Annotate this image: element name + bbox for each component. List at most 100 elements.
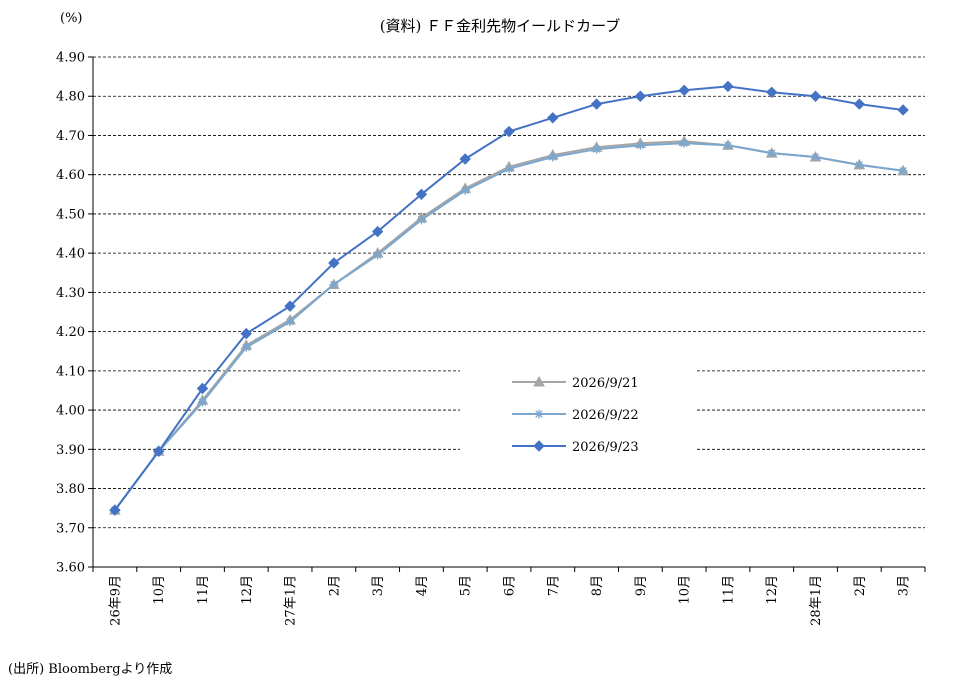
data-point-stroke: [592, 145, 601, 153]
data-point: [196, 382, 209, 395]
data-point-stroke: [242, 343, 250, 352]
data-point-stroke: [373, 251, 382, 259]
data-point: [504, 164, 514, 174]
data-point: [590, 98, 603, 110]
data-point: [373, 250, 383, 260]
data-point-stroke: [461, 186, 469, 195]
data-point: [329, 280, 339, 290]
x-tick-label: 28年1月: [809, 575, 824, 626]
data-point-stroke: [768, 149, 776, 157]
data-point-stroke: [855, 161, 864, 169]
data-point: [284, 300, 296, 312]
data-point-stroke: [899, 167, 907, 175]
y-tick-label: 3.90: [56, 443, 85, 458]
y-tick-label: 4.00: [56, 404, 85, 419]
x-tick-label: 27年1月: [284, 575, 299, 626]
data-point: [592, 144, 602, 154]
data-point: [767, 148, 777, 158]
x-tick-labels: 26年9月 10月 11月 12月 27年1月 2月 3月 4月 5月 6月 7月 8月 9月 10月 11…: [108, 575, 911, 626]
data-point: [328, 257, 340, 269]
x-tick-label: 3月: [897, 575, 912, 596]
x-tick-label: 12月: [765, 575, 780, 605]
data-point: [854, 160, 864, 170]
data-point: [897, 104, 909, 116]
data-point: [811, 152, 821, 162]
data-point: [197, 397, 207, 407]
data-point: [503, 125, 515, 138]
data-point: [533, 375, 545, 387]
x-tick-label: 6月: [503, 575, 518, 596]
data-point: [635, 140, 645, 150]
data-point-stroke: [417, 216, 426, 224]
y-tick-label: 4.90: [56, 51, 85, 66]
x-tick-label: 7月: [546, 575, 561, 596]
x-tick-label: 9月: [634, 575, 649, 596]
x-tick-label: 11月: [721, 575, 736, 605]
chart-title: (資料) ＦＦ金利先物イールドカーブ: [380, 17, 621, 35]
x-tick-label: 8月: [590, 575, 605, 596]
y-tick-label: 4.40: [56, 247, 85, 262]
legend-label: 2026/9/22: [572, 408, 639, 423]
y-tick-label: 3.70: [56, 521, 85, 536]
data-point-stroke: [505, 165, 513, 173]
y-tick-label: 3.60: [56, 561, 85, 576]
legend: 2026/9/21 2026/9/22 2026/9/23: [512, 375, 639, 455]
data-point-stroke: [198, 398, 207, 406]
y-tick-label: 4.20: [56, 325, 85, 340]
y-tick-label: 4.30: [56, 286, 85, 301]
data-point: [371, 225, 384, 238]
x-tick-label: 12月: [240, 575, 255, 605]
data-point: [679, 138, 689, 148]
data-point: [898, 166, 908, 176]
data-point: [548, 152, 558, 162]
x-tick-label: 10月: [152, 575, 167, 605]
data-point-stroke: [549, 153, 557, 161]
x-tick-label: 3月: [371, 575, 386, 596]
x-tick-label: 2月: [327, 575, 342, 596]
data-point-stroke: [680, 139, 688, 148]
data-point: [723, 140, 733, 150]
legend-label: 2026/9/21: [572, 376, 639, 391]
data-point-stroke: [636, 141, 645, 149]
data-point: [241, 342, 251, 352]
series-group: [109, 80, 909, 516]
series-line: [114, 140, 904, 511]
series-line: [114, 85, 904, 511]
data-point: [415, 188, 428, 201]
series-line: [114, 142, 904, 511]
x-tick-label: 26年9月: [108, 575, 123, 626]
data-point: [460, 185, 470, 195]
data-point-stroke: [811, 153, 820, 161]
data-point: [285, 317, 295, 327]
data-point: [109, 504, 121, 516]
data-point: [853, 98, 866, 110]
y-tick-label: 4.60: [56, 168, 85, 183]
source-note: (出所) Bloombergより作成: [8, 662, 173, 677]
y-tick-label: 4.10: [56, 364, 85, 379]
y-tick-label: 4.70: [56, 129, 85, 144]
axes: [88, 56, 926, 572]
x-tick-label: 2月: [853, 575, 868, 596]
y-tick-label: 4.80: [56, 90, 85, 105]
y-axis-label: (%): [60, 11, 83, 26]
data-point: [416, 215, 426, 225]
data-point-stroke: [535, 410, 543, 418]
data-point: [547, 112, 559, 124]
data-point: [534, 409, 544, 419]
y-tick-label: 4.50: [56, 207, 85, 222]
data-point: [766, 86, 778, 99]
x-tick-label: 5月: [459, 575, 474, 596]
data-point: [722, 80, 734, 93]
data-point: [533, 440, 545, 452]
x-tick-label: 10月: [678, 575, 693, 605]
legend-label: 2026/9/23: [572, 440, 639, 455]
data-point: [678, 84, 690, 97]
data-point: [240, 327, 252, 340]
x-tick-label: 11月: [196, 575, 211, 605]
data-point: [152, 445, 165, 457]
data-point: [459, 153, 471, 165]
x-tick-label: 4月: [415, 575, 430, 596]
data-point-stroke: [724, 141, 732, 149]
data-point: [809, 90, 822, 102]
